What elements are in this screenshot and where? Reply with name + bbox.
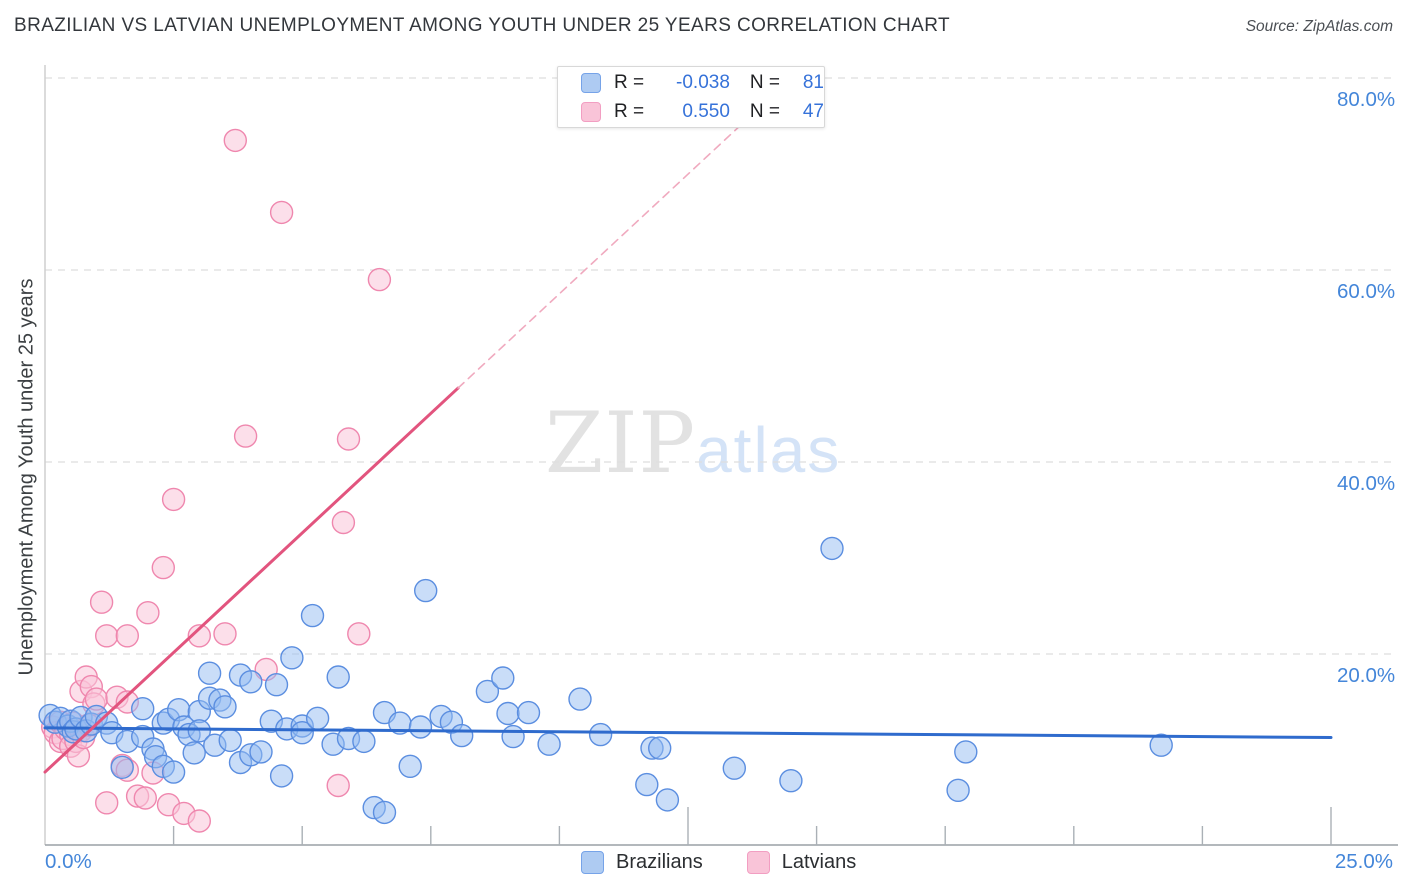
- r-value-brazilians: -0.038: [676, 71, 730, 93]
- scatter-point-brazilians[interactable]: [820, 536, 844, 561]
- scatter-point-brazilians[interactable]: [398, 754, 422, 778]
- scatter-point-latvians[interactable]: [326, 773, 350, 798]
- brazilians-trend-line-solid: [43, 726, 1333, 740]
- scatter-point-latvians[interactable]: [331, 510, 356, 535]
- scatter-point-brazilians[interactable]: [239, 670, 263, 694]
- n-value-latvians: 47: [802, 100, 824, 122]
- scatter-point-brazilians[interactable]: [450, 723, 474, 748]
- scatter-point-brazilians[interactable]: [537, 732, 561, 756]
- legend-row-latvians: R = 0.550 N = 47: [581, 99, 824, 125]
- scatter-point-latvians[interactable]: [269, 200, 294, 225]
- scatter-point-brazilians[interactable]: [501, 724, 525, 749]
- scatter-point-brazilians[interactable]: [300, 603, 325, 628]
- scatter-point-brazilians[interactable]: [635, 772, 659, 797]
- scatter-point-brazilians[interactable]: [414, 578, 438, 603]
- scatter-point-brazilians[interactable]: [954, 740, 978, 764]
- scatter-point-brazilians[interactable]: [269, 764, 294, 788]
- scatter-point-brazilians[interactable]: [326, 665, 350, 689]
- scatter-point-brazilians[interactable]: [496, 701, 520, 726]
- scatter-point-brazilians[interactable]: [110, 755, 134, 779]
- scatter-point-brazilians[interactable]: [249, 740, 273, 764]
- scatter-point-brazilians[interactable]: [946, 778, 970, 802]
- scatter-point-brazilians[interactable]: [779, 769, 803, 793]
- scatter-point-latvians[interactable]: [347, 622, 371, 646]
- scatter-point-latvians[interactable]: [187, 809, 212, 833]
- y-tick-label-80: 80.0%: [1337, 88, 1395, 111]
- scatter-point-brazilians[interactable]: [1149, 733, 1173, 757]
- legend-item-label: Latvians: [781, 851, 857, 873]
- scatter-point-latvians[interactable]: [133, 786, 158, 810]
- scatter-point-brazilians[interactable]: [352, 729, 376, 754]
- correlation-legend-box: R = -0.038 N = 81 R = 0.550 N = 47: [557, 66, 825, 128]
- latvians-swatch-icon: [581, 101, 601, 122]
- scatter-point-brazilians[interactable]: [280, 646, 304, 670]
- n-label: N =: [749, 100, 780, 122]
- scatter-point-brazilians[interactable]: [516, 700, 541, 725]
- scatter-point-brazilians[interactable]: [182, 741, 206, 765]
- scatter-point-latvians[interactable]: [89, 590, 114, 614]
- y-tick-label-40: 40.0%: [1337, 472, 1395, 495]
- legend-row-brazilians: R = -0.038 N = 81: [581, 70, 824, 96]
- legend-item-latvians[interactable]: Latvians: [746, 851, 857, 874]
- scatter-point-latvians[interactable]: [161, 487, 186, 512]
- scatter-point-brazilians[interactable]: [290, 721, 314, 745]
- y-tick-label-60: 60.0%: [1337, 280, 1395, 303]
- brazilians-swatch-icon: [581, 851, 604, 874]
- series-legend: Brazilians Latvians: [581, 851, 856, 874]
- scatter-point-brazilians[interactable]: [491, 666, 515, 690]
- scatter-point-latvians[interactable]: [115, 624, 140, 648]
- legend-item-brazilians[interactable]: Brazilians: [581, 851, 703, 874]
- y-tick-label-20: 20.0%: [1337, 664, 1395, 687]
- scatter-point-latvians[interactable]: [233, 424, 258, 448]
- scatter-point-brazilians[interactable]: [264, 673, 289, 697]
- scatter-point-brazilians[interactable]: [655, 788, 680, 812]
- scatter-point-brazilians[interactable]: [187, 719, 212, 743]
- x-axis-min-label: 0.0%: [45, 850, 92, 873]
- scatter-point-brazilians[interactable]: [475, 679, 500, 704]
- scatter-point-brazilians[interactable]: [408, 715, 433, 739]
- legend-item-label: Brazilians: [616, 851, 703, 873]
- r-label: R =: [614, 71, 645, 93]
- scatter-point-brazilians[interactable]: [568, 687, 592, 711]
- scatter-point-brazilians[interactable]: [197, 661, 222, 685]
- x-axis-max-label: 25.0%: [1334, 850, 1393, 873]
- scatter-point-brazilians[interactable]: [372, 800, 397, 825]
- n-value-brazilians: 81: [802, 71, 824, 93]
- scatter-point-latvians[interactable]: [136, 601, 160, 625]
- scatter-point-latvians[interactable]: [223, 128, 248, 153]
- page-title: BRAZILIAN VS LATVIAN UNEMPLOYMENT AMONG …: [14, 15, 951, 36]
- r-value-latvians: 0.550: [682, 100, 730, 122]
- scatter-point-latvians[interactable]: [151, 555, 176, 580]
- scatter-point-latvians[interactable]: [213, 622, 237, 646]
- latvians-trend-line-solid: [43, 386, 460, 774]
- r-label: R =: [614, 100, 645, 122]
- scatter-point-brazilians[interactable]: [588, 722, 613, 747]
- brazilians-swatch-icon: [581, 72, 601, 93]
- latvians-swatch-icon: [746, 851, 770, 874]
- scatter-point-brazilians[interactable]: [161, 760, 186, 784]
- scatter-point-brazilians[interactable]: [648, 736, 672, 760]
- scatter-point-brazilians[interactable]: [722, 756, 746, 780]
- scatter-point-latvians[interactable]: [336, 427, 361, 451]
- n-label: N =: [749, 71, 780, 93]
- scatter-point-brazilians[interactable]: [305, 706, 330, 730]
- scatter-point-latvians[interactable]: [94, 791, 119, 815]
- source-attribution: Source: ZipAtlas.com: [1245, 18, 1393, 35]
- scatter-point-brazilians[interactable]: [213, 695, 237, 719]
- scatter-point-brazilians[interactable]: [130, 697, 155, 721]
- scatter-point-latvians[interactable]: [94, 624, 119, 648]
- scatter-point-latvians[interactable]: [187, 624, 212, 648]
- scatter-point-latvians[interactable]: [367, 267, 392, 292]
- scatter-point-brazilians[interactable]: [218, 728, 242, 753]
